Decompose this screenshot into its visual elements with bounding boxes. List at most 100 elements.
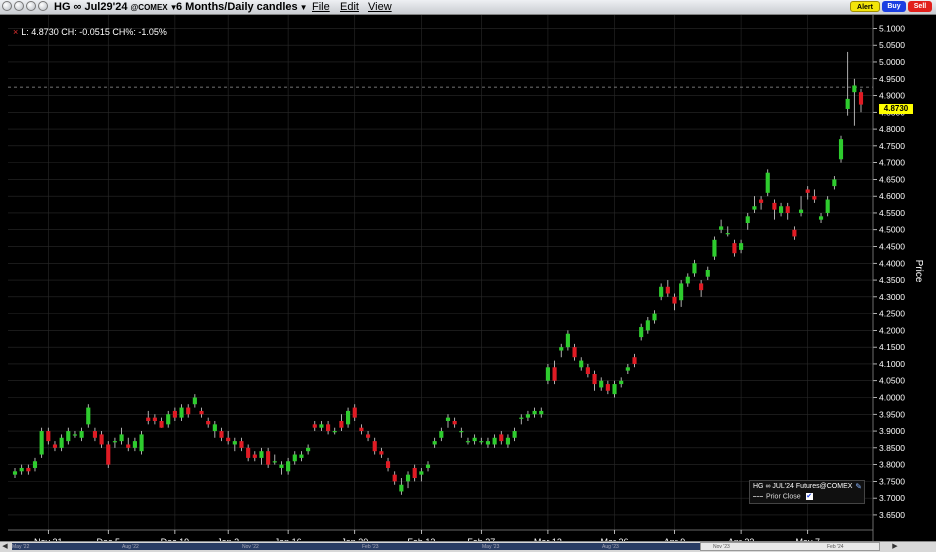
candle-body <box>319 424 324 428</box>
window-control-button[interactable] <box>26 1 36 11</box>
year-marker: May '22 <box>12 544 30 550</box>
candle-body <box>652 313 657 321</box>
candle-body <box>739 243 744 250</box>
year-marker: Aug '23 <box>602 544 619 550</box>
menu-edit[interactable]: Edit <box>340 0 359 14</box>
y-tick-label: 3.8000 <box>879 460 905 470</box>
alert-button[interactable]: Alert <box>850 1 880 12</box>
candle-body <box>412 467 417 479</box>
candle-body <box>346 410 351 425</box>
candle-body <box>66 431 71 442</box>
candle-body <box>379 451 384 455</box>
candle-body <box>459 431 464 433</box>
candle-body <box>126 444 131 448</box>
x-tick-label: Jan 2 <box>217 537 239 541</box>
x-tick-label: Mar 26 <box>601 537 629 541</box>
candle-body <box>805 189 810 193</box>
sell-button[interactable]: Sell <box>908 1 932 12</box>
candle-body <box>685 276 690 284</box>
candle-body <box>599 380 604 388</box>
candle-body <box>732 243 737 254</box>
candle-body <box>112 441 117 443</box>
candle-body <box>79 431 84 438</box>
window-control-button[interactable] <box>2 1 12 11</box>
scroll-right-icon[interactable]: ▶ <box>892 543 898 550</box>
y-tick-label: 4.7500 <box>879 141 905 151</box>
chevron-down-icon: ▼ <box>169 3 178 12</box>
scroll-track[interactable]: May '22 Aug '22 Nov '22 Feb '23 May '23 … <box>12 543 702 550</box>
y-tick-label: 4.2000 <box>879 325 905 335</box>
candle-body <box>772 202 777 210</box>
candle-body <box>239 441 244 448</box>
window-control-button[interactable] <box>38 1 48 11</box>
scroll-thumb[interactable]: Nov '23 Feb '24 <box>700 542 880 551</box>
history-scrollbar[interactable]: ◀ May '22 Aug '22 Nov '22 Feb '23 May '2… <box>0 541 936 552</box>
x-tick-label: Mar 12 <box>534 537 562 541</box>
candle-body <box>166 414 171 425</box>
candle-body <box>272 461 277 463</box>
candle-body <box>785 206 790 213</box>
candle-body <box>365 434 371 438</box>
candle-body <box>625 367 630 371</box>
period-selector[interactable]: 6 Months/Daily candles ▼ <box>176 0 308 15</box>
candle-body <box>306 447 311 452</box>
pin-icon[interactable]: ✎ <box>855 482 862 491</box>
candle-body <box>226 437 231 442</box>
candle-body <box>479 441 484 443</box>
y-tick-label: 4.9000 <box>879 91 905 101</box>
x-tick-label: Nov 21 <box>34 537 63 541</box>
candle-body <box>252 454 257 458</box>
candle-body <box>186 407 191 415</box>
y-tick-label: 3.7500 <box>879 476 905 486</box>
candle-body <box>46 431 51 442</box>
candle-body <box>832 179 837 187</box>
menu-file-label: File <box>312 1 330 13</box>
menu-file[interactable]: File <box>312 0 330 14</box>
candle-body <box>532 410 537 415</box>
y-tick-label: 4.9500 <box>879 74 905 84</box>
price-chart[interactable]: 5.10005.05005.00004.95004.90004.85004.80… <box>0 15 936 541</box>
candle-body <box>372 441 377 452</box>
x-tick-label: Jan 16 <box>275 537 302 541</box>
candle-body <box>525 414 530 418</box>
candle-body <box>286 461 291 472</box>
menu-view[interactable]: View <box>368 0 392 14</box>
candle-body <box>339 420 344 428</box>
symbol-selector[interactable]: HG ∞ Jul29'24 @COMEX ▼ <box>54 0 178 15</box>
menu-view-label: View <box>368 1 392 13</box>
candle-body <box>405 474 411 482</box>
candle-body <box>352 407 357 418</box>
candle-body <box>752 206 757 210</box>
chart-grid <box>8 15 873 530</box>
candle-body <box>119 434 124 442</box>
candle-body <box>632 357 637 364</box>
candle-body <box>825 199 830 213</box>
year-marker: Nov '22 <box>242 544 259 550</box>
scroll-left-icon[interactable]: ◀ <box>2 543 8 550</box>
candle-body <box>639 327 644 338</box>
window-control-button[interactable] <box>14 1 24 11</box>
candle-body <box>12 471 18 475</box>
candle-body <box>179 407 184 418</box>
legend-prior-close: Prior Close ✔ <box>753 493 813 500</box>
exchange-label: @COMEX <box>130 3 168 12</box>
y-tick-label: 5.1000 <box>879 23 905 33</box>
close-icon[interactable]: × <box>13 27 19 37</box>
candle-body <box>159 420 164 428</box>
candle-body <box>72 434 78 436</box>
candle-body <box>152 417 157 421</box>
x-tick-label: Dec 5 <box>97 537 121 541</box>
candle-body <box>845 98 850 109</box>
candle-body <box>852 85 857 93</box>
year-marker: May '23 <box>482 544 500 550</box>
candle-body <box>219 431 224 438</box>
candle-body <box>705 270 710 277</box>
prior-close-checkbox[interactable]: ✔ <box>805 493 813 500</box>
candle-body <box>499 434 504 442</box>
y-axis: 5.10005.05005.00004.95004.90004.85004.80… <box>872 15 905 541</box>
candle-body <box>745 216 750 224</box>
buy-button[interactable]: Buy <box>882 1 906 12</box>
candle-body <box>858 92 864 105</box>
candle-body <box>206 420 211 425</box>
candle-body <box>712 239 717 257</box>
